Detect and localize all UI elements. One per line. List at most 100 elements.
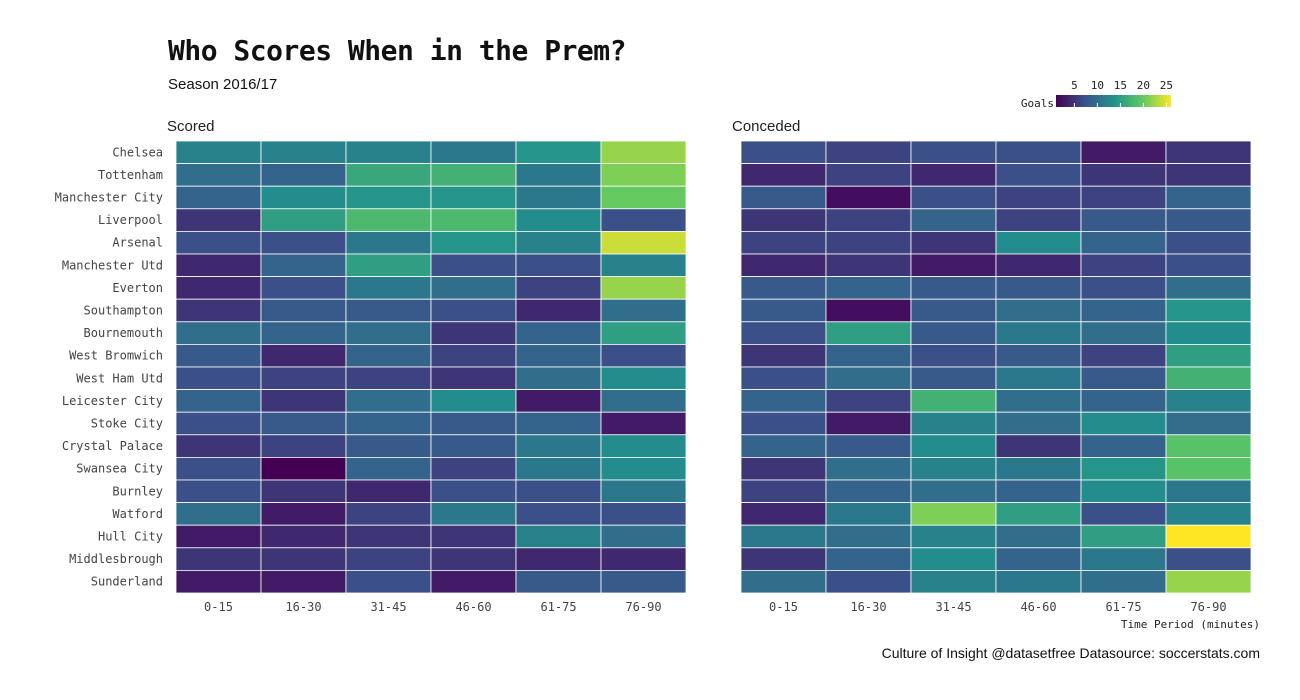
heatmap-cell <box>825 298 912 323</box>
heatmap-cell <box>260 140 347 165</box>
heatmap-cell <box>825 434 912 458</box>
heatmap-cell <box>515 366 602 391</box>
legend: Goals 5 10 15 20 25 <box>1021 79 1173 110</box>
y-tick-label: Stoke City <box>91 417 163 431</box>
heatmap-cell <box>825 321 912 345</box>
x-tick-label: 76-90 <box>1190 600 1226 614</box>
heatmap-cell <box>1080 230 1167 255</box>
heatmap-cell <box>1080 570 1167 594</box>
heatmap-cell <box>515 253 602 278</box>
heatmap-cell <box>740 230 827 255</box>
heatmap-cell <box>175 343 262 368</box>
heatmap-cell <box>345 140 432 165</box>
heatmap-cell <box>740 140 827 165</box>
y-tick-label: Southampton <box>84 304 163 318</box>
heatmap-cell <box>910 253 997 278</box>
heatmap-cell <box>1165 456 1252 481</box>
heatmap-cell <box>430 185 517 210</box>
x-tick-label: 16-30 <box>285 600 321 614</box>
heatmap-cell <box>430 276 517 300</box>
heatmap-cell <box>260 389 347 413</box>
heatmap-cell <box>600 479 687 504</box>
y-tick-label: Manchester City <box>55 191 163 205</box>
heatmap-cell <box>600 389 687 413</box>
heatmap-cell <box>260 208 347 232</box>
heatmap-cell <box>1080 276 1167 300</box>
heatmap-cell <box>825 140 912 165</box>
heatmap-cell <box>175 479 262 504</box>
heatmap-cell <box>740 208 827 232</box>
heatmap-cell <box>995 434 1082 458</box>
heatmap-cell <box>260 456 347 481</box>
heatmap-cell <box>910 524 997 549</box>
heatmap-cell <box>515 230 602 255</box>
heatmap-cell <box>345 208 432 232</box>
heatmap-cell <box>1165 140 1252 165</box>
heatmap-cell <box>600 366 687 391</box>
legend-tick-label: 15 <box>1114 79 1127 92</box>
heatmap-cell <box>1165 411 1252 436</box>
heatmap-cell <box>600 230 687 255</box>
heatmap-cell <box>995 208 1082 232</box>
heatmap-cell <box>1165 479 1252 504</box>
heatmap-cell <box>345 253 432 278</box>
heatmap-cell <box>430 411 517 436</box>
heatmap-cell <box>995 502 1082 526</box>
heatmap-cell <box>515 389 602 413</box>
heatmap-cell <box>825 253 912 278</box>
heatmap-cell <box>515 185 602 210</box>
x-tick-label: 0-15 <box>204 600 233 614</box>
heatmap-cell <box>825 343 912 368</box>
heatmap-cell <box>175 185 262 210</box>
y-tick-label: Bournemouth <box>84 326 163 340</box>
heatmap-cell <box>175 524 262 549</box>
heatmap-cell <box>430 230 517 255</box>
panel-title: Conceded <box>732 118 800 135</box>
heatmap-cell <box>175 321 262 345</box>
heatmap-cell <box>430 253 517 278</box>
heatmap-cell <box>345 570 432 594</box>
heatmap-cell <box>260 163 347 187</box>
heatmap-cell <box>515 502 602 526</box>
y-tick-label: Hull City <box>98 530 163 544</box>
heatmap-cell <box>910 434 997 458</box>
heatmap-cell <box>345 298 432 323</box>
heatmap-cell <box>825 479 912 504</box>
heatmap-cell <box>1080 185 1167 210</box>
heatmap-cell <box>260 502 347 526</box>
heatmap-cell <box>995 140 1082 165</box>
heatmap-cell <box>1080 163 1167 187</box>
heatmap-cell <box>1080 140 1167 165</box>
heatmap-cell <box>1165 276 1252 300</box>
chart-subtitle: Season 2016/17 <box>168 76 278 93</box>
heatmap-cell <box>740 298 827 323</box>
heatmap-cell <box>430 547 517 571</box>
heatmap-cell <box>430 321 517 345</box>
heatmap-cell <box>1080 343 1167 368</box>
heatmap-cell <box>430 570 517 594</box>
heatmap-cell <box>175 140 262 165</box>
heatmap-cell <box>995 163 1082 187</box>
heatmap-cell <box>430 163 517 187</box>
heatmap-cell <box>175 230 262 255</box>
heatmap-cell <box>825 208 912 232</box>
chart-title: Who Scores When in the Prem? <box>168 34 627 67</box>
x-axis-title: Time Period (minutes) <box>1121 618 1260 631</box>
heatmap-cell <box>515 434 602 458</box>
heatmap-cell <box>995 185 1082 210</box>
y-tick-label: Middlesbrough <box>69 552 163 566</box>
heatmap-cell <box>600 163 687 187</box>
x-tick-label: 61-75 <box>1105 600 1141 614</box>
heatmap-cell <box>740 411 827 436</box>
heatmap-cell <box>1165 570 1252 594</box>
heatmap-cell <box>515 321 602 345</box>
heatmap-cell <box>825 389 912 413</box>
heatmap-cell <box>1080 456 1167 481</box>
heatmap-cell <box>910 276 997 300</box>
heatmap-cell <box>995 321 1082 345</box>
heatmap-cell <box>345 502 432 526</box>
heatmap-cell <box>600 411 687 436</box>
heatmap-cell <box>260 479 347 504</box>
heatmap-cell <box>740 524 827 549</box>
heatmap-cell <box>1165 185 1252 210</box>
